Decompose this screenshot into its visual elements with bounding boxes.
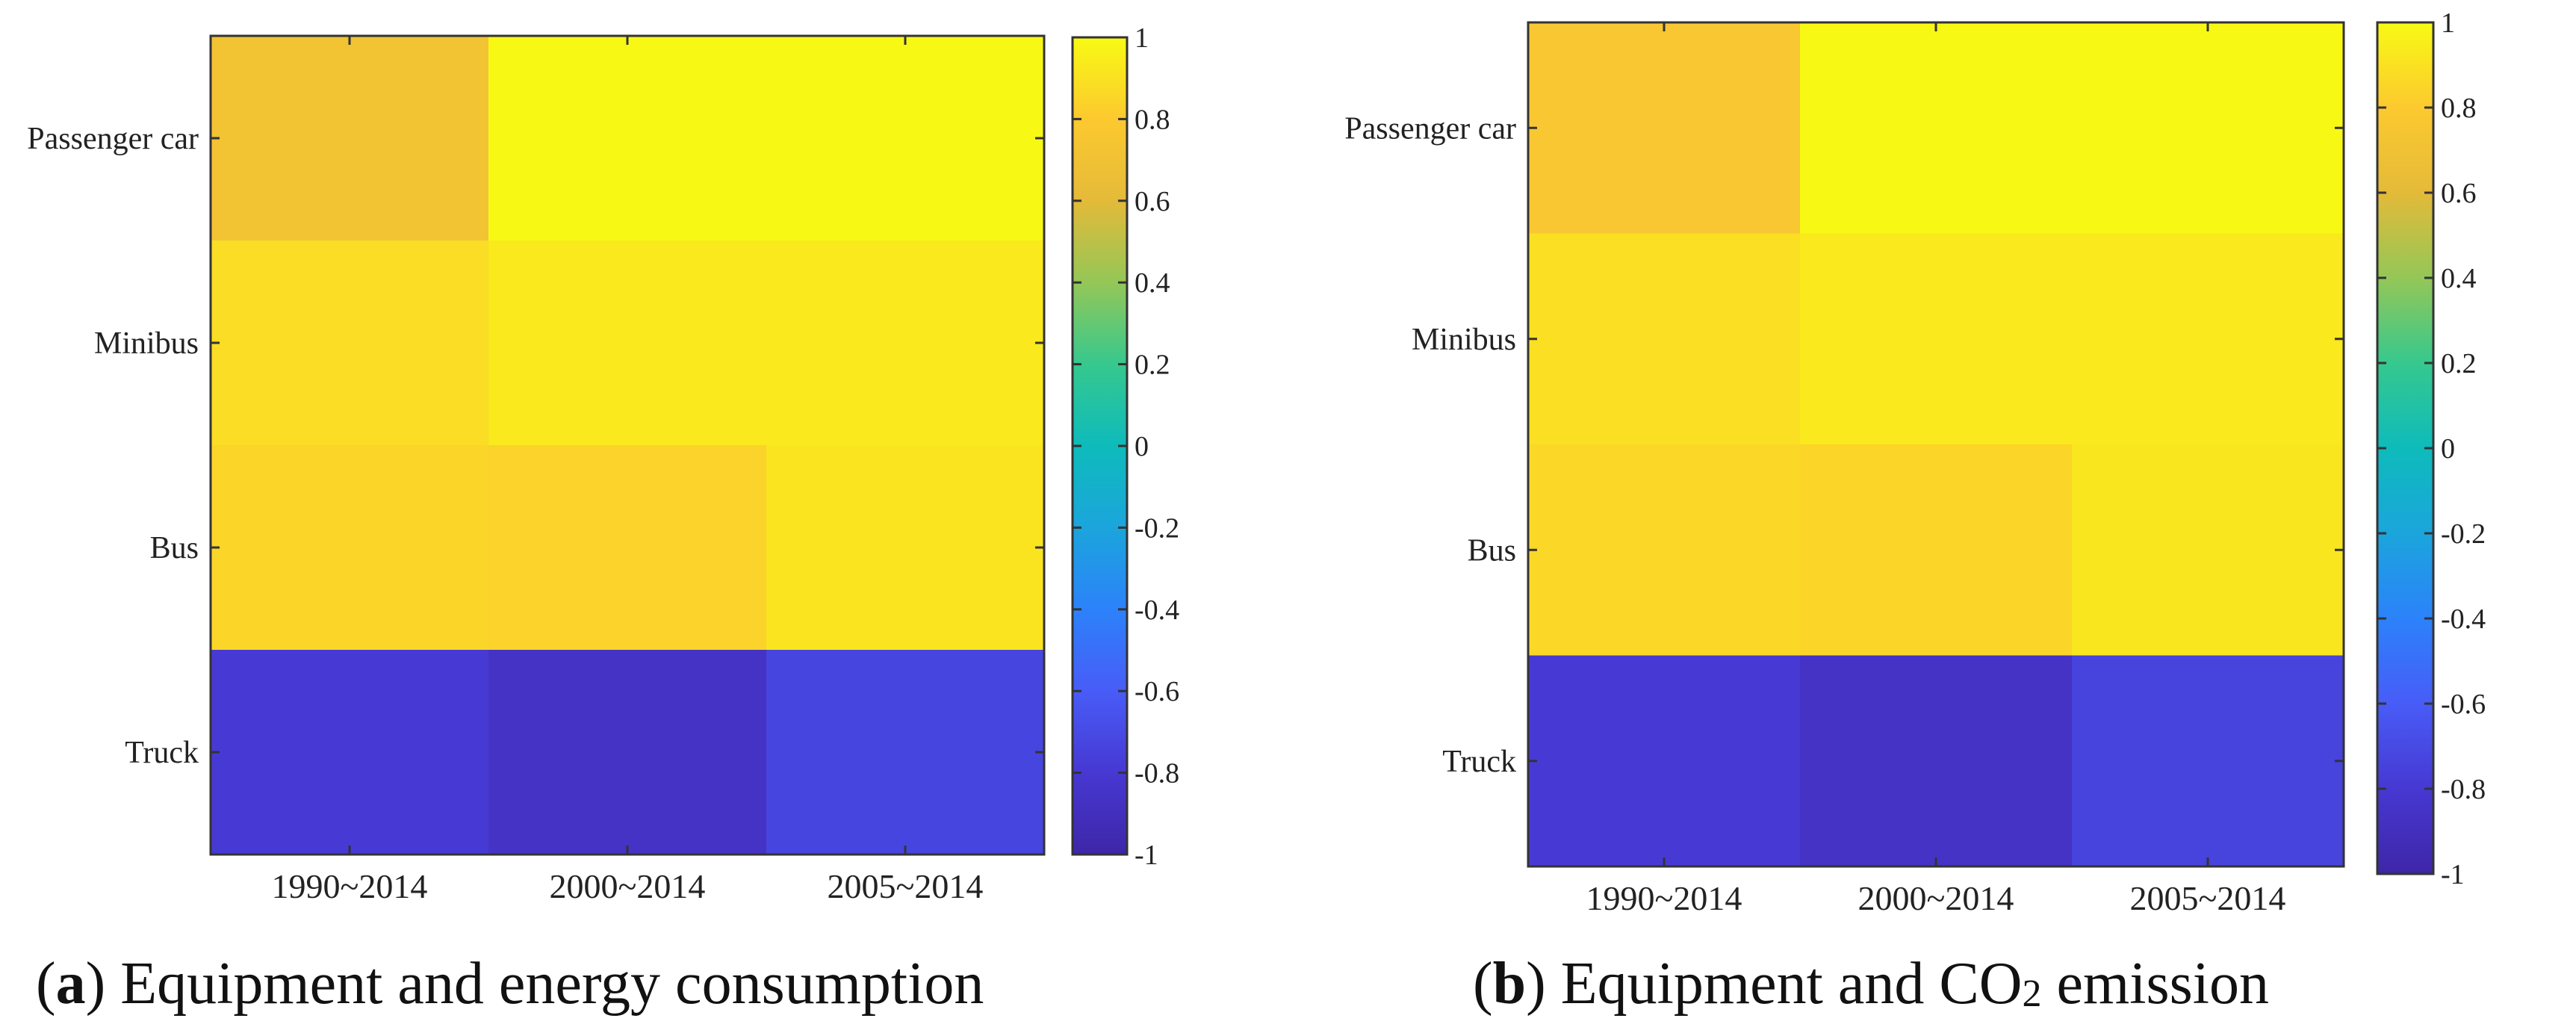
heatmap-cell: [1528, 655, 1801, 867]
colorbar-tick-label: -0.4: [1135, 595, 1179, 626]
heatmap-cell: [2072, 444, 2344, 656]
heatmap-cell: [2072, 655, 2344, 867]
heatmap-cell: [1528, 233, 1801, 445]
row-label: Bus: [150, 531, 199, 565]
heatmap-panel-a: Passenger car Minibus Bus Truck 1990~2014 200…: [27, 22, 1179, 905]
heatmap-cell: [2072, 233, 2344, 445]
caption-b-label: b: [1492, 951, 1527, 1017]
colorbar-tick-label: 1: [2441, 7, 2455, 39]
row-label: Truck: [125, 736, 199, 770]
heatmap-cell: [488, 650, 767, 855]
heatmap-cell: [488, 36, 767, 241]
heatmap-cell: [211, 36, 489, 241]
caption-a: (a) Equipment and energy consumption: [36, 951, 984, 1017]
colorbar-tick-label: 1: [1135, 22, 1149, 54]
heatmap-cell: [1800, 22, 2073, 234]
column-label: 1990~2014: [1586, 879, 1742, 917]
heatmap-cell: [766, 445, 1045, 651]
column-label: 1990~2014: [272, 867, 428, 905]
heatmap-cell: [211, 445, 489, 651]
heatmap-cell: [766, 241, 1045, 446]
colorbar-tick-label: 0: [1135, 431, 1149, 462]
colorbar-tick-label: -0.2: [2441, 518, 2486, 550]
colorbar-tick-label: -1: [2441, 859, 2465, 890]
colorbar-tick-label: -0.8: [2441, 774, 2486, 805]
heatmap-cell: [1800, 444, 2073, 656]
heatmap-panel-b: Passenger car Minibus Bus Truck 1990~2014 200…: [1344, 7, 2486, 917]
heatmap-cell: [766, 650, 1045, 855]
colorbar-tick-label: 0.2: [1135, 350, 1170, 381]
colorbar-tick-label: -0.6: [1135, 676, 1179, 707]
colorbar-tick-label: 0.6: [1135, 186, 1170, 217]
column-label: 2005~2014: [828, 867, 984, 905]
caption-b-text: Equipment and CO: [1560, 951, 2023, 1017]
caption-b-suffix: emission: [2056, 951, 2269, 1017]
column-label: 2005~2014: [2130, 879, 2286, 917]
colorbar-tick-label: 0: [2441, 433, 2455, 465]
row-label: Passenger car: [27, 122, 199, 156]
colorbar-tick-label: -0.6: [2441, 689, 2486, 720]
caption-a-text: Equipment and energy consumption: [120, 951, 984, 1017]
colorbar-tick-label: -0.2: [1135, 512, 1179, 544]
colorbar-tick-label: -0.4: [2441, 604, 2486, 635]
colorbar-tick-label: 0.6: [2441, 178, 2477, 209]
row-label: Minibus: [94, 326, 199, 361]
heatmap-cell: [488, 445, 767, 651]
colorbar-tick-label: -0.8: [1135, 758, 1179, 790]
heatmap-cell: [1800, 655, 2073, 867]
row-label: Passenger car: [1344, 111, 1516, 146]
heatmap-cell: [488, 241, 767, 446]
colorbar-tick-label: 0.8: [2441, 93, 2477, 124]
heatmap-cell: [2072, 22, 2344, 234]
heatmap-cell: [211, 650, 489, 855]
colorbar-tick-label: 0.8: [1135, 104, 1170, 135]
column-label: 2000~2014: [550, 867, 706, 905]
colorbar-tick-label: 0.4: [2441, 263, 2477, 294]
colorbar-tick-label: 0.2: [2441, 348, 2477, 379]
heatmap-cell: [211, 241, 489, 446]
heatmap-cell: [1528, 444, 1801, 656]
caption-b-subscript: 2: [2022, 973, 2042, 1015]
heatmap-cell: [1800, 233, 2073, 445]
colorbar-tick-label: -1: [1135, 840, 1158, 871]
column-label: 2000~2014: [1858, 879, 2014, 917]
colorbar: [1071, 36, 1129, 856]
row-label: Bus: [1468, 533, 1516, 568]
colorbar-tick-label: 0.4: [1135, 267, 1170, 299]
caption-b: (b) Equipment and CO2 emission: [1473, 951, 2269, 1017]
heatmap-cell: [1528, 22, 1801, 234]
caption-a-label: a: [55, 951, 86, 1017]
heatmap-cell: [766, 36, 1045, 241]
row-label: Minibus: [1412, 323, 1516, 357]
row-label: Truck: [1442, 745, 1516, 779]
